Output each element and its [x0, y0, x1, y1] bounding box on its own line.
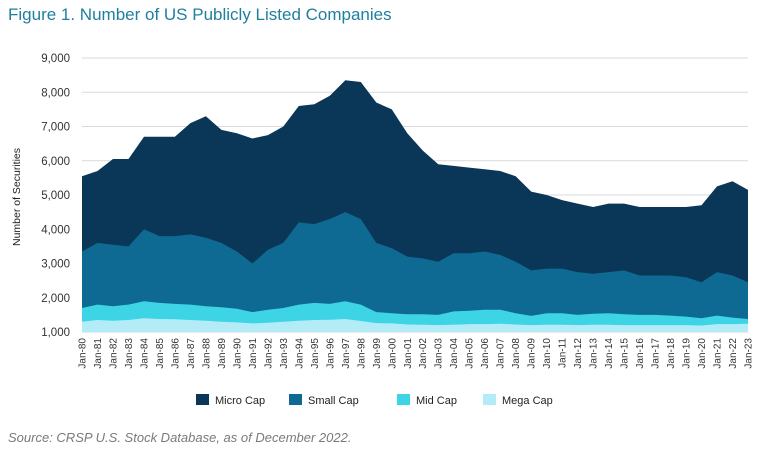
y-tick-label: 1,000: [41, 327, 70, 339]
x-tick-label: Jan-03: [434, 338, 445, 369]
area-series-small-cap: [82, 212, 748, 332]
x-tick-label: Jan-14: [604, 338, 615, 369]
x-tick-label: Jan-91: [248, 338, 259, 369]
y-axis-ticks: 1,000 2,000 3,000 4,000 5,000 6,000 7,000 8,000…: [41, 53, 70, 339]
x-tick-label: Jan-83: [124, 338, 135, 369]
x-tick-label: Jan-02: [418, 338, 429, 369]
x-tick-label: Jan-21: [713, 338, 724, 369]
x-tick-label: Jan-95: [310, 338, 321, 369]
x-tick-label: Jan-12: [573, 338, 584, 369]
figure-title: Figure 1. Number of US Publicly Listed C…: [8, 5, 392, 24]
x-tick-label: Jan-01: [403, 338, 414, 369]
x-tick-label: Jan-11: [558, 338, 569, 368]
x-axis-ticks: Jan-80 Jan-81 Jan-82 Jan-83 Jan-84 Jan-85 Jan-…: [78, 338, 755, 369]
x-tick-label: Jan-16: [635, 338, 646, 369]
x-tick-label: Jan-05: [465, 338, 476, 369]
legend-label: Micro Cap: [215, 395, 265, 407]
stacked-areas: [82, 80, 748, 332]
x-tick-label: Jan-86: [170, 338, 181, 369]
y-tick-label: 4,000: [41, 224, 70, 236]
x-tick-label: Jan-10: [542, 338, 553, 369]
x-tick-label: Jan-20: [697, 338, 708, 369]
area-series-mega-cap: [82, 318, 748, 332]
legend-swatch: [397, 394, 410, 405]
y-tick-label: 8,000: [41, 87, 70, 99]
x-tick-label: Jan-15: [620, 338, 631, 369]
x-tick-label: Jan-17: [651, 338, 662, 369]
source-note: Source: CRSP U.S. Stock Database, as of …: [8, 430, 352, 445]
x-tick-label: Jan-80: [78, 338, 89, 369]
y-tick-label: 9,000: [41, 53, 70, 65]
y-axis-label: Number of Securities: [11, 148, 23, 246]
x-tick-label: Jan-09: [527, 338, 538, 369]
x-tick-label: Jan-88: [201, 338, 212, 369]
y-tick-label: 3,000: [41, 259, 70, 271]
legend-label: Small Cap: [308, 395, 359, 407]
chart-legend: Micro Cap Small Cap Mid Cap Mega Cap: [196, 394, 553, 407]
x-tick-label: Jan-96: [325, 338, 336, 369]
x-tick-label: Jan-00: [387, 338, 398, 369]
x-tick-label: Jan-87: [186, 338, 197, 369]
x-tick-label: Jan-06: [480, 338, 491, 369]
x-tick-label: Jan-81: [93, 338, 104, 369]
x-tick-label: Jan-99: [372, 338, 383, 369]
legend-label: Mid Cap: [416, 395, 457, 407]
x-tick-label: Jan-89: [217, 338, 228, 369]
y-tick-label: 6,000: [41, 156, 70, 168]
x-tick-label: Jan-23: [744, 338, 755, 369]
legend-label: Mega Cap: [502, 395, 553, 407]
x-tick-label: Jan-18: [666, 338, 677, 369]
x-tick-label: Jan-90: [232, 338, 243, 369]
y-tick-label: 5,000: [41, 190, 70, 202]
legend-swatch: [483, 394, 496, 405]
x-tick-label: Jan-22: [728, 338, 739, 369]
x-tick-label: Jan-84: [139, 338, 150, 369]
y-tick-label: 7,000: [41, 122, 70, 134]
x-tick-label: Jan-98: [356, 338, 367, 369]
x-tick-label: Jan-82: [108, 338, 119, 369]
x-tick-label: Jan-19: [682, 338, 693, 369]
x-tick-label: Jan-93: [279, 338, 290, 369]
x-tick-label: Jan-94: [294, 338, 305, 369]
x-tick-label: Jan-97: [341, 338, 352, 369]
x-tick-label: Jan-07: [496, 338, 507, 369]
legend-swatch: [196, 394, 209, 405]
x-tick-label: Jan-85: [155, 338, 166, 369]
legend-swatch: [289, 394, 302, 405]
x-tick-label: Jan-13: [589, 338, 600, 369]
x-tick-label: Jan-92: [263, 338, 274, 369]
y-tick-label: 2,000: [41, 293, 70, 305]
x-tick-label: Jan-08: [511, 338, 522, 369]
x-tick-label: Jan-04: [449, 338, 460, 369]
